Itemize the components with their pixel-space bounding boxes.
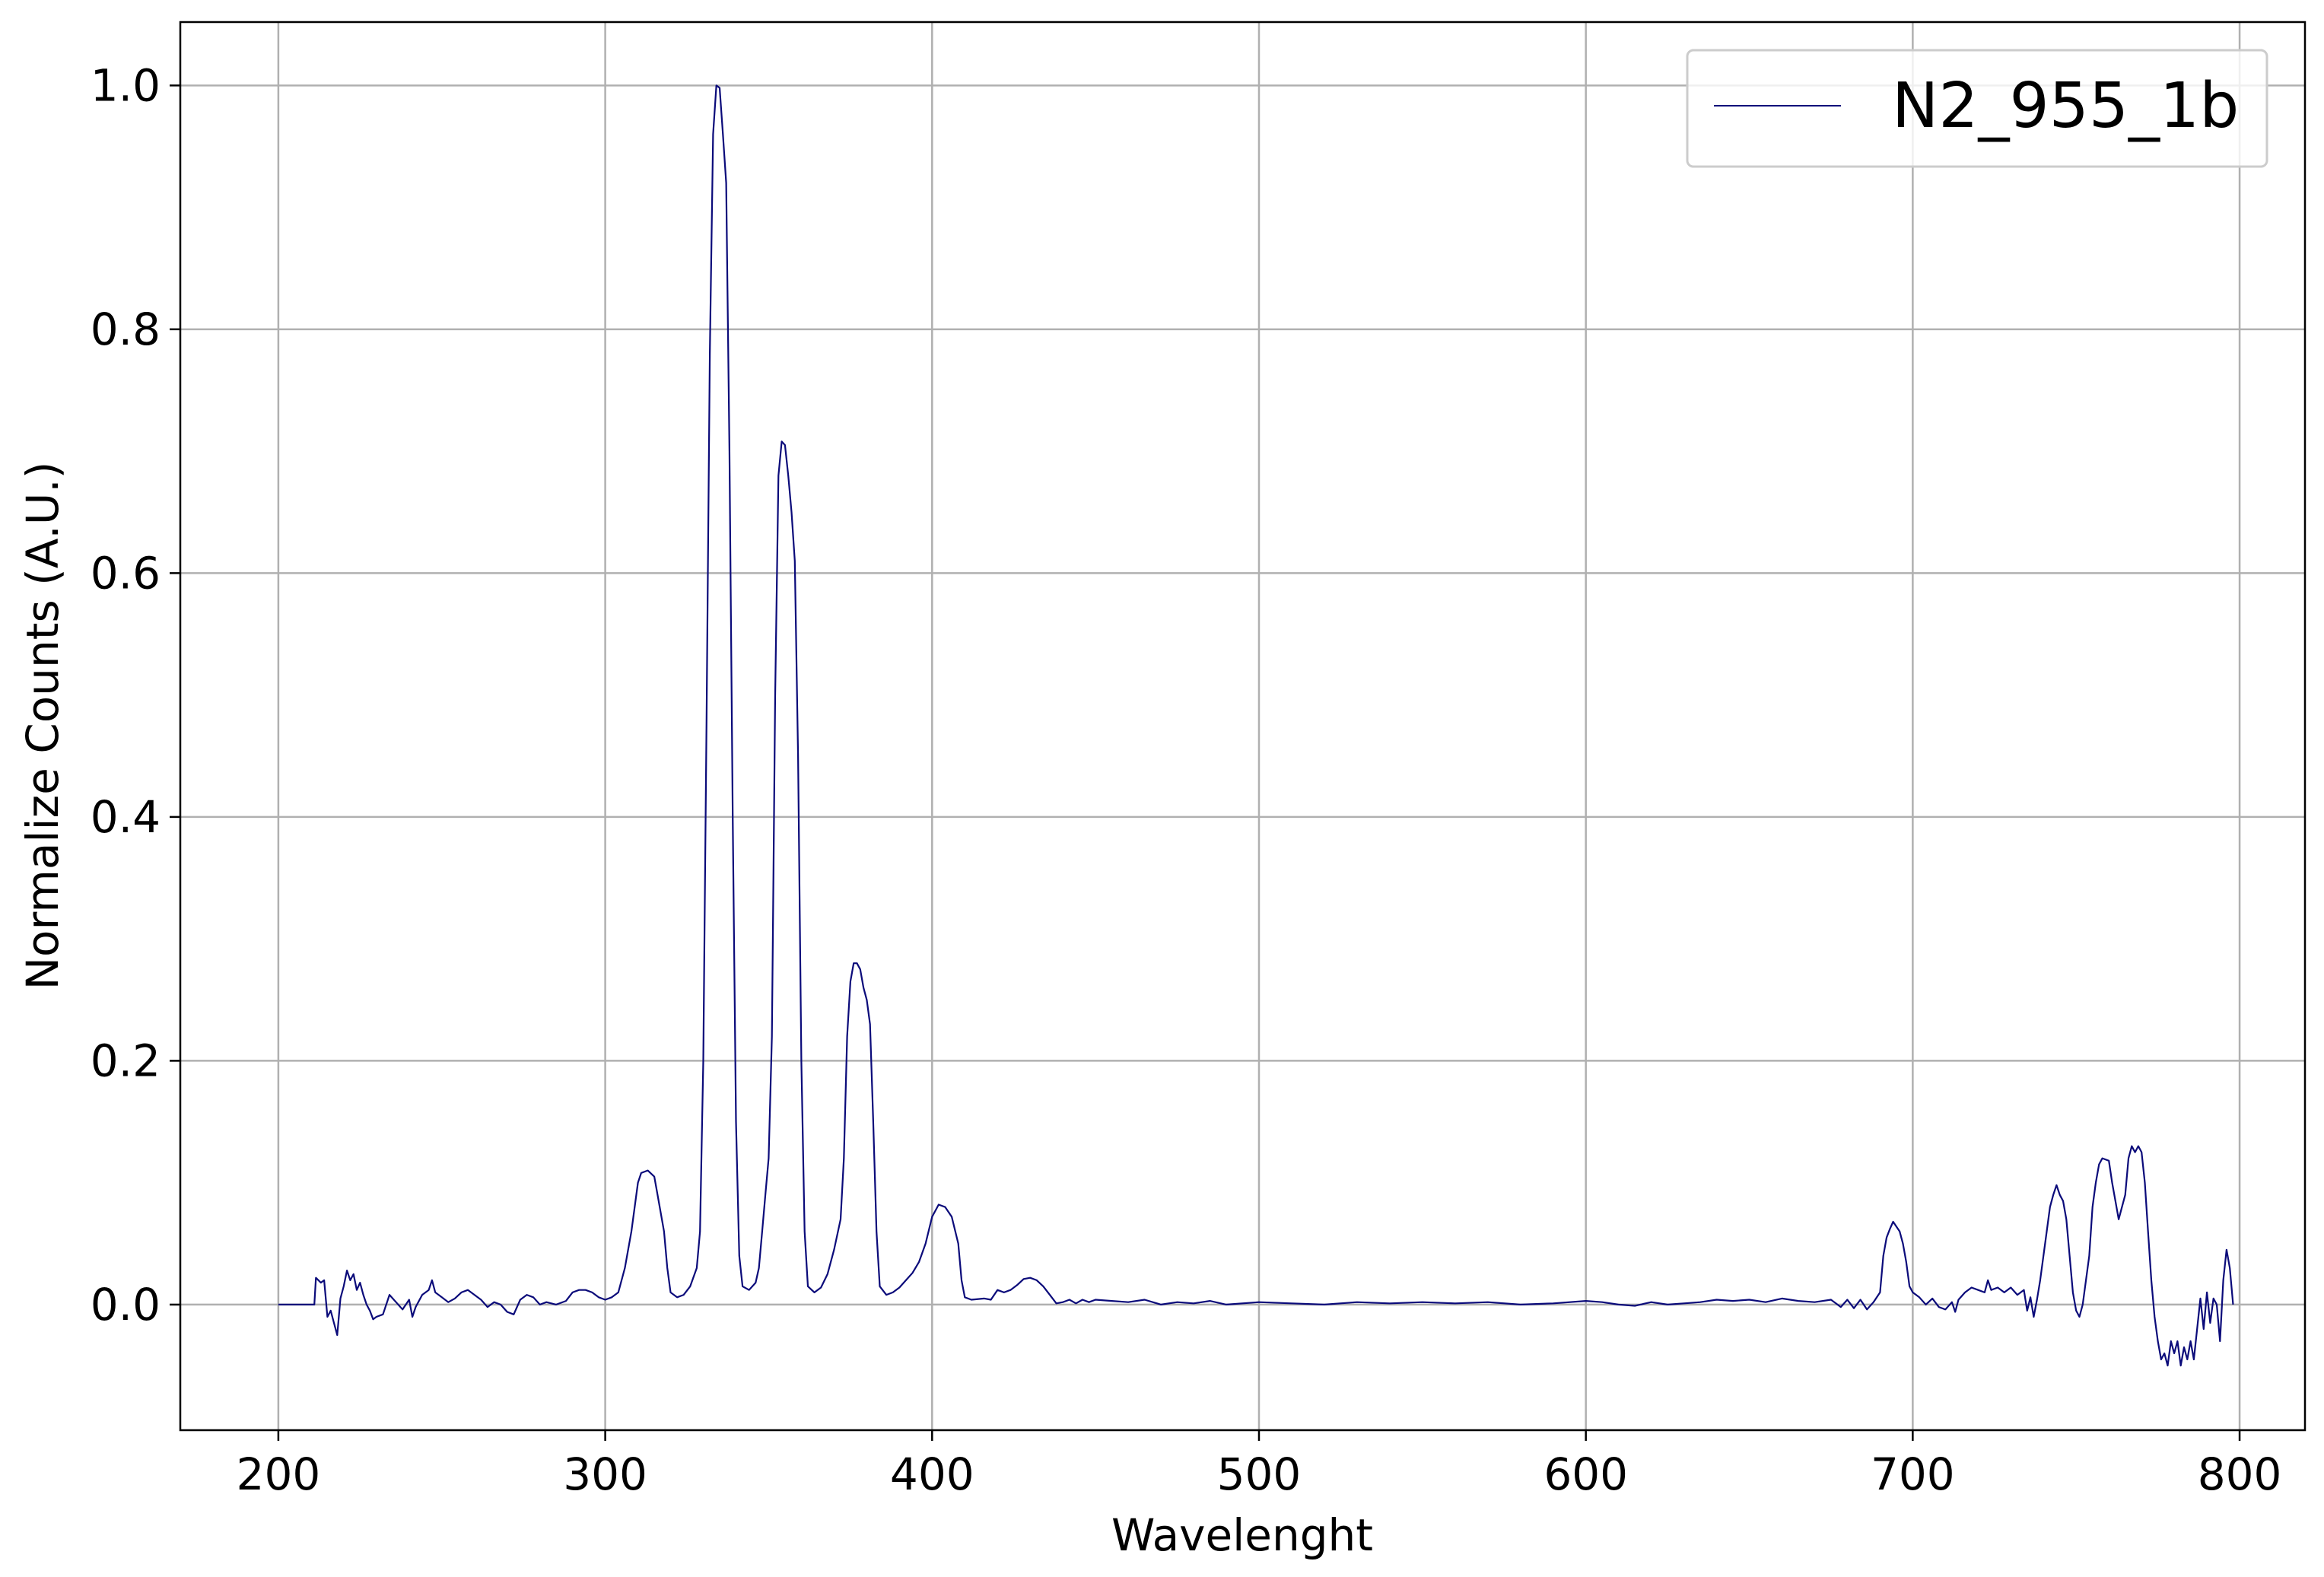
x-tick-label: 800 [2198, 1448, 2282, 1500]
x-tick-label: 600 [1544, 1448, 1628, 1500]
legend-series-label: N2_955_1b [1892, 70, 2239, 142]
x-tick-label: 300 [563, 1448, 647, 1500]
y-axis-label: Normalize Counts (A.U.) [17, 462, 68, 990]
y-tick-label: 0.2 [91, 1035, 161, 1086]
y-tick-label: 1.0 [91, 59, 161, 111]
x-tick-label: 400 [890, 1448, 974, 1500]
x-tick-label: 200 [237, 1448, 321, 1500]
y-tick-label: 0.4 [91, 791, 161, 843]
legend-box [1686, 49, 2268, 168]
y-tick-label: 0.0 [91, 1279, 161, 1331]
plot-frame [179, 21, 2307, 1432]
x-axis-label: Wavelenght [1111, 1509, 1373, 1561]
series-layer [278, 84, 2234, 1367]
axis-ticks: 200 300 400 500 600 700 800 0.0 0.2 0.4 0.6 0.8 1.0 [91, 59, 2282, 1500]
y-tick-label: 0.8 [91, 304, 161, 355]
x-tick-label: 700 [1871, 1448, 1955, 1500]
legend: N2_955_1b [1686, 49, 2268, 168]
grid-lines [180, 22, 2305, 1430]
x-tick-label: 500 [1217, 1448, 1302, 1500]
series-line [278, 84, 2234, 1367]
y-tick-label: 0.6 [91, 547, 161, 599]
